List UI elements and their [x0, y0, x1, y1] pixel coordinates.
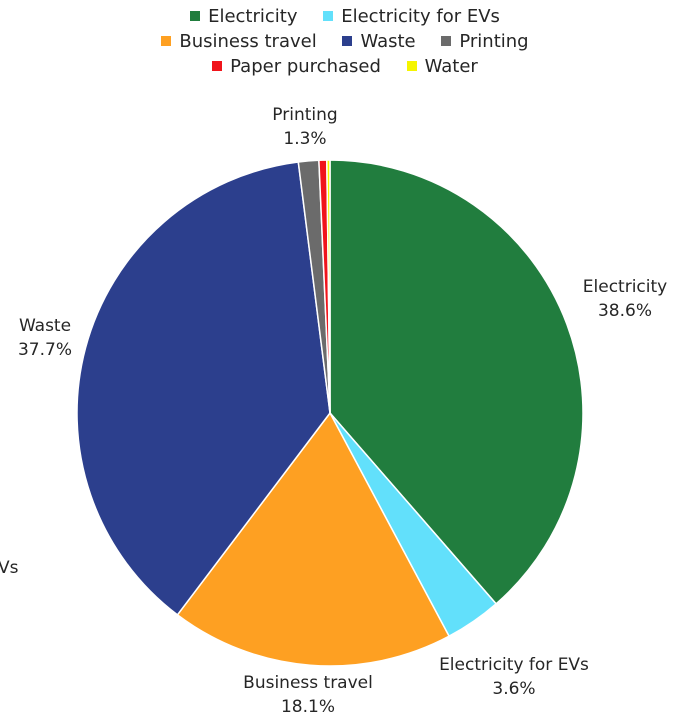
legend-swatch: [342, 36, 353, 46]
legend-swatch: [441, 36, 452, 46]
legend-label: Waste: [360, 31, 416, 52]
pie-slice-water: [326, 159, 331, 414]
legend-label: Electricity: [208, 6, 298, 27]
data-labels: Electricity 38.6% Electricity for EVs 3.6% B…: [0, 105, 667, 716]
legend-label: Printing: [459, 31, 529, 52]
legend-item-water: Water: [406, 54, 478, 79]
legend-row: Paper purchased Water: [0, 54, 690, 79]
legend-label: Paper purchased: [230, 56, 381, 77]
legend-row: Business travel Waste Printing: [0, 29, 690, 54]
data-label: Electricity for EVs 3.6%: [439, 655, 589, 699]
legend-item-printing: Printing: [441, 29, 529, 54]
legend-label: Business travel: [179, 31, 317, 52]
legend-swatch: [406, 61, 417, 71]
legend-item-electricity: Electricity: [190, 4, 298, 29]
pie-slices: [76, 159, 584, 667]
legend-label: Water: [424, 56, 478, 77]
data-label: Business travel 18.1%: [243, 673, 373, 716]
legend-item-business-travel: Business travel: [161, 29, 317, 54]
legend-swatch: [323, 11, 334, 21]
legend-item-electricity-for-evs: Electricity for EVs: [323, 4, 500, 29]
legend-item-paper-purchased: Paper purchased: [212, 54, 381, 79]
legend-swatch: [212, 61, 223, 71]
pie-slice-electricity: [329, 159, 584, 605]
legend-swatch: [161, 36, 172, 46]
chart-legend: Electricity Electricity for EVs Business…: [0, 4, 690, 79]
data-label: Waste 37.7%: [18, 316, 72, 360]
data-label: Electricity 38.6%: [583, 277, 667, 321]
legend-swatch: [190, 11, 201, 21]
legend-label: Electricity for EVs: [341, 6, 500, 27]
pie-slice-business-travel: [176, 411, 451, 667]
legend-item-waste: Waste: [342, 29, 416, 54]
data-label-clipped: Vs: [0, 558, 19, 578]
pie-slice-waste: [76, 161, 331, 616]
legend-row: Electricity Electricity for EVs: [0, 4, 690, 29]
data-label: Printing 1.3%: [272, 105, 337, 149]
